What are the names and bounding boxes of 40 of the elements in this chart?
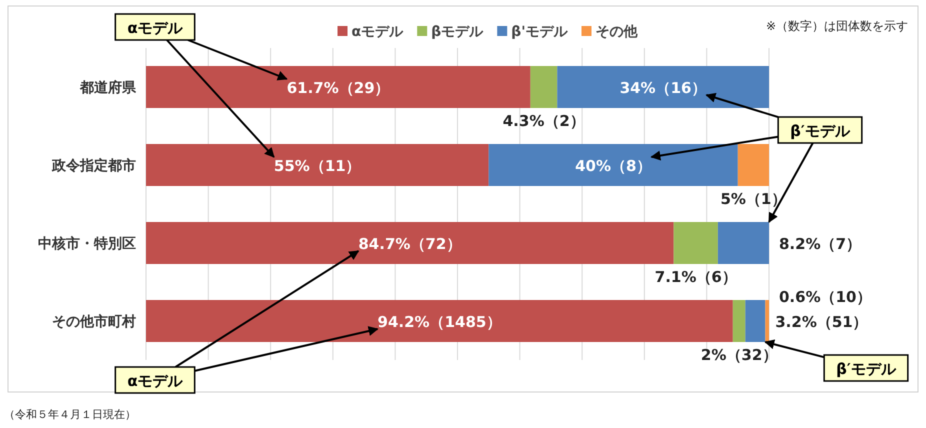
- y-tick-label: 中核市・特別区: [38, 235, 136, 252]
- data-label: 7.1%（6）: [654, 268, 737, 286]
- bar: [718, 222, 769, 264]
- bar: [146, 66, 530, 108]
- bar: [530, 66, 558, 108]
- data-label: 34%（16）: [620, 79, 706, 97]
- data-label: 55%（11）: [274, 157, 361, 175]
- legend-label: β'モデル: [511, 24, 568, 40]
- legend-label: その他: [595, 24, 638, 40]
- y-tick-label: 都道府県: [79, 79, 137, 96]
- data-label: 61.7%（29）: [286, 79, 390, 97]
- callout: αモデル: [114, 366, 196, 394]
- callout: β′モデル: [777, 116, 863, 144]
- data-label: 0.6%（10）: [779, 288, 872, 306]
- bar: [488, 144, 738, 186]
- data-label: 94.2%（1485）: [378, 313, 502, 331]
- legend-label: αモデル: [352, 24, 404, 40]
- bar: [745, 300, 766, 342]
- bar: [557, 66, 769, 108]
- bar: [146, 222, 674, 264]
- callout: β′モデル: [823, 354, 909, 382]
- text: （令和５年４月１日現在）: [4, 408, 136, 421]
- data-label: 4.3%（2）: [502, 112, 585, 130]
- text: ※（数字）は団体数を示す: [766, 19, 908, 33]
- data-label: 84.7%（72）: [358, 235, 462, 253]
- y-tick-label: その他市町村: [52, 313, 136, 330]
- bar: [674, 222, 718, 264]
- data-label: 8.2%（7）: [779, 235, 862, 253]
- data-label: 2%（32）: [700, 346, 778, 364]
- legend-label: βモデル: [431, 24, 484, 40]
- data-label: 40%（8）: [575, 157, 652, 175]
- data-label: 5%（1）: [720, 190, 786, 208]
- y-tick-label: 政令指定都市: [51, 157, 136, 174]
- bar: [146, 144, 489, 186]
- bar: [738, 144, 769, 186]
- data-label: 3.2%（51）: [775, 313, 868, 331]
- bar: [146, 300, 733, 342]
- bar: [765, 300, 769, 342]
- bar: [732, 300, 746, 342]
- callout: αモデル: [114, 13, 196, 41]
